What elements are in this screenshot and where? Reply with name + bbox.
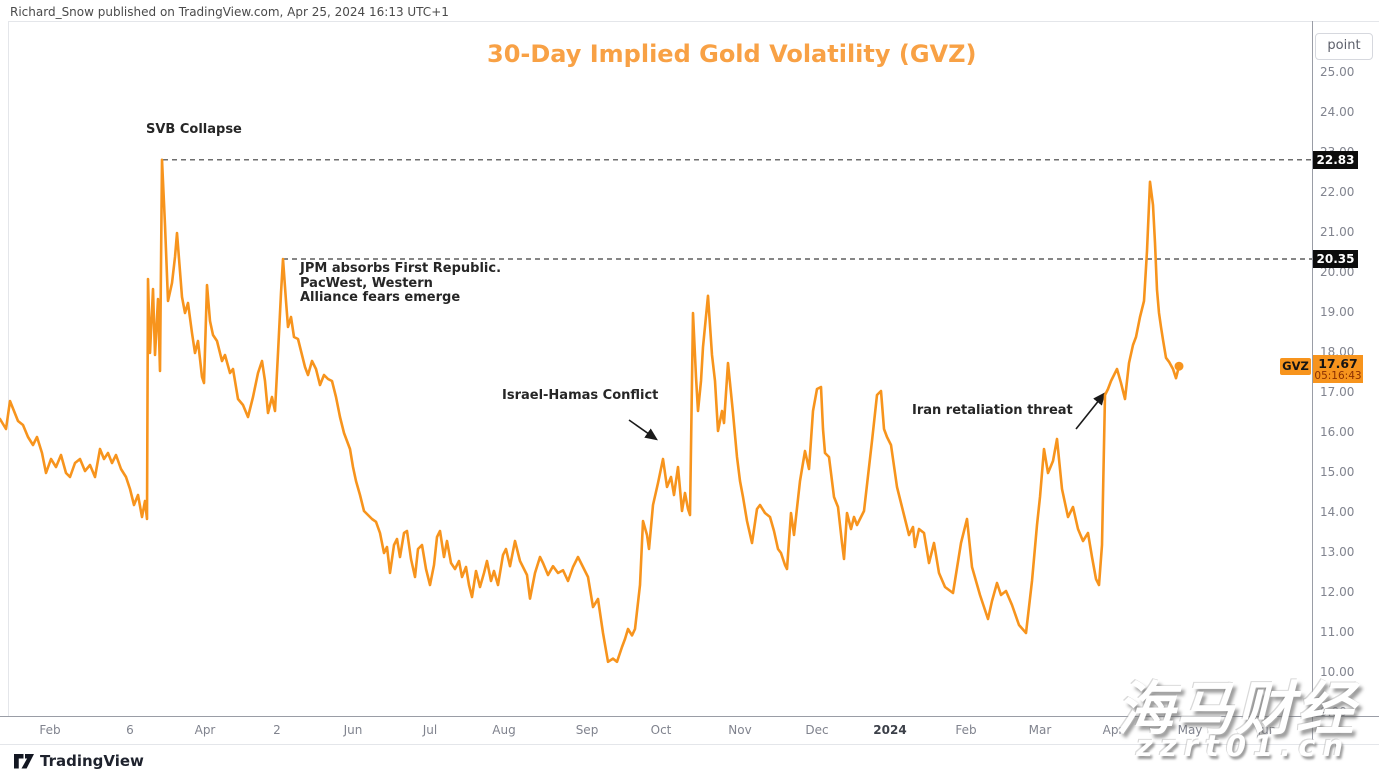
price-tick: 14.00: [1320, 505, 1355, 519]
footer-bar: TradingView: [0, 745, 1379, 773]
price-tick: 9.00: [1320, 705, 1347, 719]
watermark-cn-text: 海马财经: [1116, 675, 1357, 743]
price-axis-line: [1312, 21, 1313, 744]
annotation-jpm-line3: Alliance fears emerge: [300, 290, 461, 305]
price-tick: 10.00: [1320, 665, 1355, 679]
time-tick: Feb: [955, 723, 977, 737]
annotation-jpm-line2: PacWest, Western: [300, 275, 433, 291]
symbol-badge: GVZ: [1280, 357, 1311, 375]
time-tick: Apr: [1102, 723, 1124, 737]
price-tick: 15.00: [1320, 465, 1355, 479]
last-price-badge: 17.67 05:16:43: [1313, 355, 1363, 384]
price-tick: 19.00: [1320, 305, 1355, 319]
time-tick: Aug: [492, 723, 516, 737]
chart-frame-top: [8, 21, 1379, 22]
annotation-svb-collapse: SVB Collapse: [146, 122, 242, 137]
price-tick: 20.00: [1320, 265, 1355, 279]
time-tick: May: [1177, 723, 1203, 737]
annotation-jpm-first-republic: JPM absorbs First Republic. PacWest, Wes…: [300, 261, 502, 306]
annotation-jpm-line1: JPM absorbs First Republic.: [300, 261, 502, 276]
time-axis-line: [0, 716, 1379, 717]
time-tick: Apr: [194, 723, 216, 737]
gvz-price-line: [0, 158, 1181, 664]
bar-countdown-timer: 05:16:43: [1314, 370, 1362, 383]
time-tick: 6: [126, 723, 134, 737]
israel-hamas-arrow: [628, 419, 658, 441]
price-tick: 17.00: [1320, 385, 1355, 399]
time-tick: Nov: [728, 723, 752, 737]
price-tick: 13.00: [1320, 545, 1355, 559]
time-tick: Jul: [422, 723, 438, 737]
price-tick: 11.00: [1320, 625, 1355, 639]
last-point-dot: [1174, 361, 1184, 371]
chart-frame-left: [8, 21, 9, 716]
time-tick: Mar: [1028, 723, 1052, 737]
iran-threat-arrow: [1075, 392, 1106, 430]
price-tick: 25.00: [1320, 65, 1355, 79]
time-tick: 2: [273, 723, 281, 737]
chart-frame-bottom: [0, 744, 1379, 745]
last-price-value: 17.67: [1318, 356, 1358, 372]
time-tick: Jun: [1257, 723, 1277, 737]
attribution-text: Richard_Snow published on TradingView.co…: [10, 5, 449, 19]
level-price-badge: 20.35: [1313, 250, 1358, 268]
annotation-iran-retaliation: Iran retaliation threat: [912, 403, 1073, 418]
time-tick: 2024: [873, 723, 907, 737]
price-unit-button[interactable]: point: [1315, 33, 1373, 60]
watermark-url-text: zzrt01.cn: [1136, 729, 1351, 763]
annotation-israel-hamas: Israel-Hamas Conflict: [502, 388, 659, 403]
price-tick: 16.00: [1320, 425, 1355, 439]
time-tick: Sep: [575, 723, 599, 737]
price-tick: 22.00: [1320, 185, 1355, 199]
tradingview-logo-icon[interactable]: [13, 751, 35, 769]
time-tick: Jun: [343, 723, 363, 737]
price-tick: 24.00: [1320, 105, 1355, 119]
time-tick: Dec: [805, 723, 829, 737]
time-tick: Feb: [39, 723, 61, 737]
tradingview-brand-link[interactable]: TradingView: [40, 752, 144, 770]
price-tick: 21.00: [1320, 225, 1355, 239]
level-price-badge: 22.83: [1313, 150, 1358, 169]
chart-pane[interactable]: [0, 0, 1312, 716]
price-tick: 12.00: [1320, 585, 1355, 599]
page-title: 30-Day Implied Gold Volatility (GVZ): [487, 40, 977, 68]
time-tick: Oct: [650, 723, 672, 737]
